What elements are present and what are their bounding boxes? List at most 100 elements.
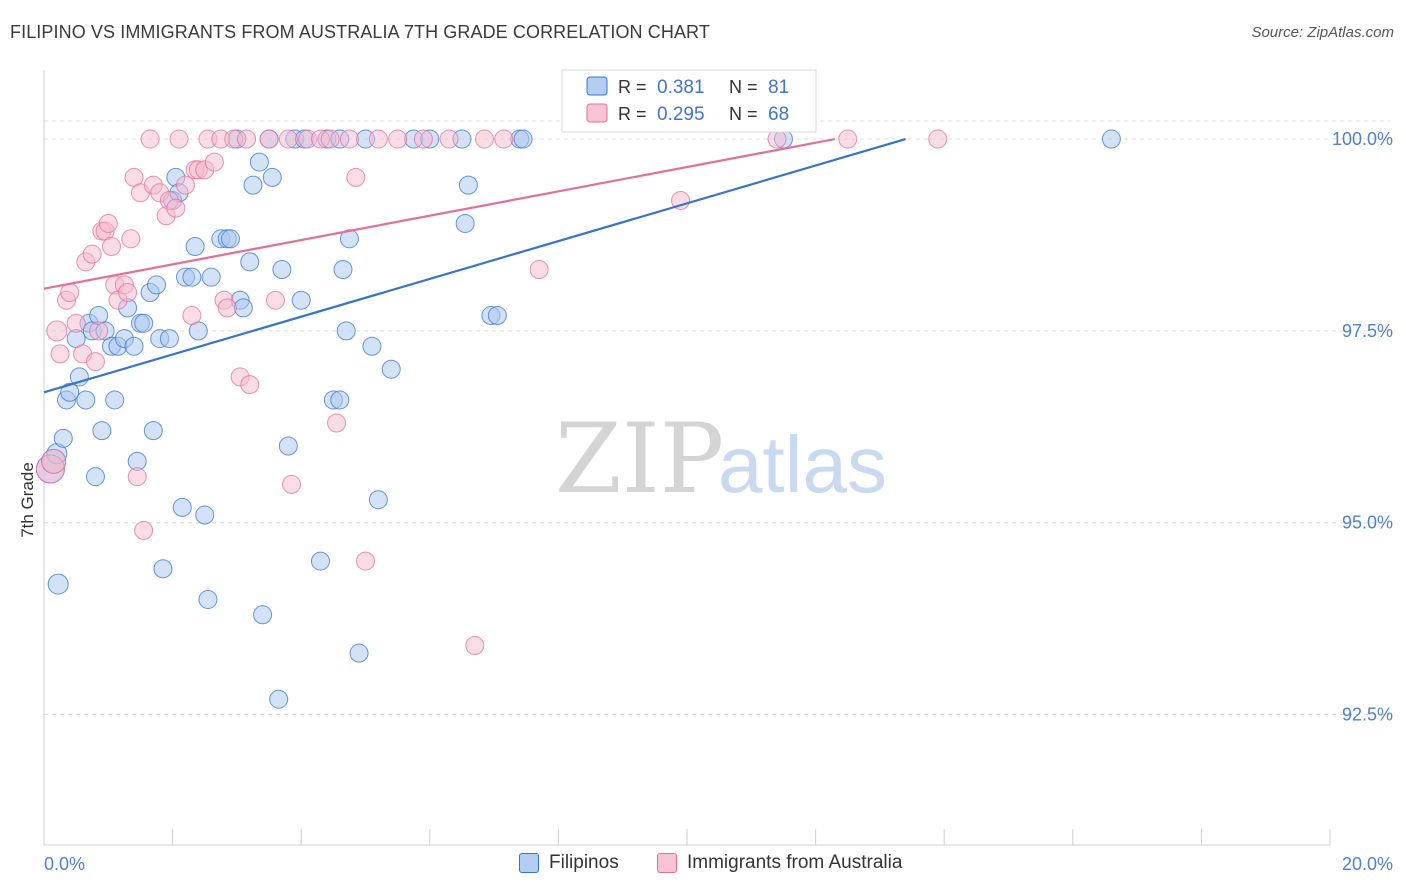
- x-tick-label-1: 20.0%: [1342, 854, 1393, 874]
- filipino-point-12: [85, 467, 105, 487]
- australia-point-52: [320, 129, 340, 149]
- legend-r-label-2: R =: [618, 104, 647, 124]
- filipino-point-56: [278, 436, 298, 456]
- tick-labels: 92.5% 95.0% 97.5% 100.0% 0.0% 20.0%: [44, 129, 1393, 874]
- filipino-point-17: [105, 390, 125, 410]
- australia-point-9: [82, 244, 102, 264]
- filipino-point-6: [60, 382, 80, 402]
- y-axis-label: 7th Grade: [18, 462, 37, 538]
- legend-n-label-1: N =: [729, 77, 758, 97]
- australia-point-38: [204, 152, 224, 172]
- source-label: Source: ZipAtlas.com: [1251, 24, 1394, 41]
- filipino-point-34: [172, 497, 192, 517]
- filipino-point-24: [134, 313, 154, 333]
- y-tick-label-2: 97.5%: [1342, 321, 1393, 341]
- australia-point-44: [237, 129, 257, 149]
- legend-n-label-2: N =: [729, 104, 758, 124]
- filipino-point-63: [330, 390, 350, 410]
- australia-point-22: [127, 467, 147, 487]
- legend-swatch-filipinos: [519, 853, 539, 873]
- legend-item-filipinos: Filipinos: [519, 852, 619, 874]
- filipino-point-9: [76, 390, 96, 410]
- australia-point-61: [465, 635, 485, 655]
- australia-point-45: [240, 375, 260, 395]
- australia-point-48: [278, 129, 298, 149]
- australia-point-56: [356, 551, 375, 571]
- filipino-point-58: [291, 290, 311, 310]
- australia-point-14: [98, 213, 118, 233]
- watermark-zip: ZIP: [555, 403, 724, 515]
- australia-trend-line: [43, 137, 836, 290]
- x-tick-label-0: 0.0%: [44, 854, 85, 874]
- filipino-point-55: [272, 260, 292, 280]
- filipino-point-37: [185, 236, 205, 256]
- australia-point-5: [60, 283, 80, 303]
- filipino-point-65: [336, 321, 356, 341]
- australia-point-30: [166, 198, 186, 218]
- australia-point-57: [368, 129, 388, 149]
- australia-point-54: [339, 129, 359, 149]
- filipino-point-83: [1101, 129, 1121, 149]
- filipino-point-48: [240, 252, 260, 272]
- trend-lines: [43, 137, 906, 394]
- filipino-point-76: [455, 213, 475, 233]
- legend-r-value-1: 0.381: [657, 77, 705, 98]
- legend-swatch-pink: [586, 103, 608, 123]
- australia-point-2: [46, 320, 68, 342]
- australia-point-3: [50, 344, 70, 364]
- filipino-point-14: [92, 421, 112, 441]
- australia-point-15: [102, 236, 122, 256]
- filipino-point-72: [381, 359, 401, 379]
- filipino-point-68: [349, 643, 369, 663]
- australia-point-64: [529, 260, 549, 280]
- filipino-point-3: [47, 573, 69, 595]
- data-points: [35, 129, 1121, 709]
- australia-point-55: [346, 167, 366, 187]
- australia-point-32: [175, 175, 195, 195]
- australia-point-62: [474, 129, 494, 149]
- filipino-point-47: [233, 298, 253, 318]
- australia-point-20: [121, 229, 141, 249]
- australia-point-66: [767, 129, 787, 149]
- y-tick-label-1: 95.0%: [1342, 513, 1393, 533]
- australia-point-59: [413, 129, 433, 149]
- australia-point-67: [838, 129, 858, 149]
- australia-point-53: [327, 413, 347, 433]
- australia-point-68: [928, 129, 948, 149]
- legend-label-australia: Immigrants from Australia: [687, 852, 903, 873]
- filipino-point-60: [310, 551, 330, 571]
- legend-swatch-blue: [586, 76, 608, 96]
- filipino-point-50: [249, 152, 269, 172]
- y-tick-label-3: 100.0%: [1332, 129, 1393, 149]
- watermark-atlas: atlas: [718, 420, 887, 509]
- australia-point-10: [85, 352, 105, 372]
- legend-r-label-1: R =: [618, 77, 647, 97]
- australia-point-60: [439, 129, 459, 149]
- australia-point-25: [140, 129, 160, 149]
- australia-point-47: [265, 290, 285, 310]
- australia-point-19: [118, 283, 138, 303]
- filipino-point-77: [458, 175, 478, 195]
- filipino-point-40: [198, 589, 218, 609]
- legend-n-value-2: 68: [768, 104, 789, 125]
- y-tick-label-0: 92.5%: [1342, 705, 1393, 725]
- legend-label-filipinos: Filipinos: [549, 852, 619, 873]
- legend-r-value-2: 0.295: [657, 104, 705, 125]
- bottom-legend: Filipinos Immigrants from Australia: [0, 852, 1406, 878]
- filipino-point-54: [269, 689, 289, 709]
- stats-legend: R = 0.381 N = 81 R = 0.295 N = 68: [561, 69, 817, 133]
- filipino-point-53: [262, 167, 282, 187]
- filipino-point-39: [195, 505, 215, 525]
- australia-point-1: [41, 448, 67, 474]
- filipino-point-41: [201, 267, 221, 287]
- filipino-point-30: [159, 329, 179, 349]
- filipino-point-49: [243, 175, 263, 195]
- filipino-point-70: [362, 336, 382, 356]
- filipino-point-29: [153, 559, 173, 579]
- filipino-point-21: [124, 336, 144, 356]
- australia-point-33: [182, 306, 202, 326]
- filipino-point-79: [487, 306, 507, 326]
- filipino-point-4: [53, 428, 73, 448]
- legend-item-australia: Immigrants from Australia: [657, 852, 902, 874]
